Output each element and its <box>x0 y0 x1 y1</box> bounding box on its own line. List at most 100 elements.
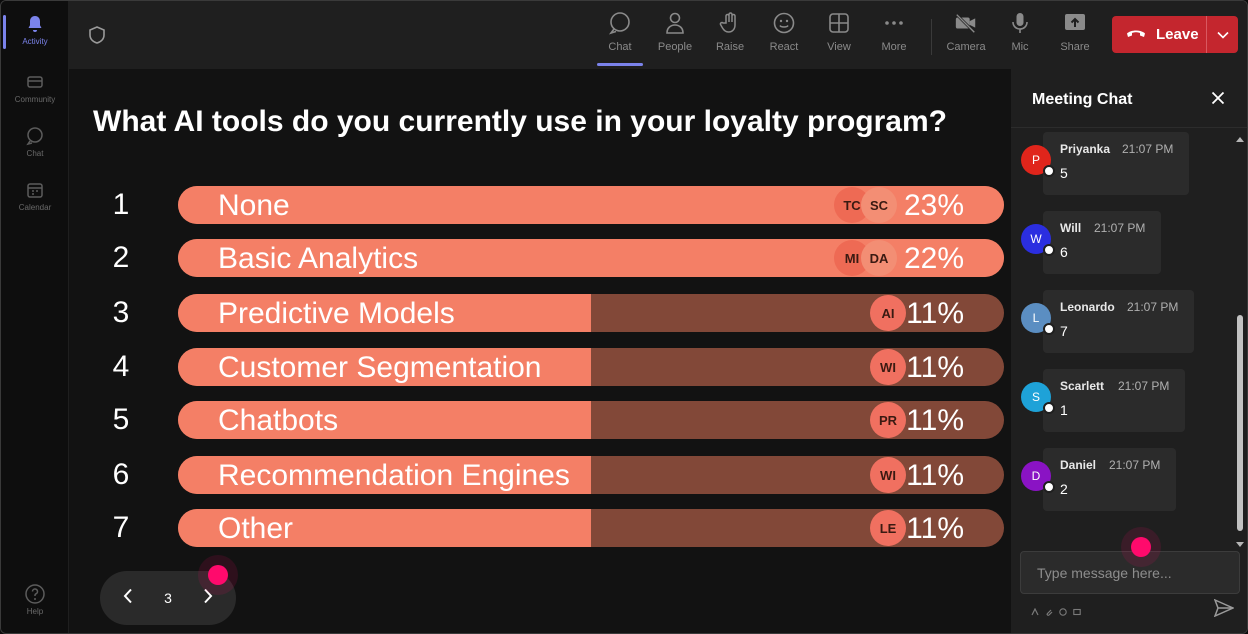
rail-item-help[interactable]: Help <box>1 575 69 625</box>
message-text: 2 <box>1060 481 1068 497</box>
option-number: 3 <box>112 296 130 329</box>
leave-label: Leave <box>1156 26 1199 43</box>
bell-icon <box>24 13 46 35</box>
presence-indicator <box>1043 402 1055 414</box>
option-number: 4 <box>112 350 130 383</box>
message-time: 21:07 PM <box>1109 458 1161 472</box>
voter-avatar: WI <box>870 457 906 493</box>
mic-icon <box>1008 11 1032 35</box>
chat-message-input[interactable] <box>1020 551 1240 594</box>
meeting-toolbar: Chat People Raise React View <box>69 1 1247 69</box>
toolbar-view-button[interactable]: View <box>814 11 864 61</box>
message-time: 21:07 PM <box>1094 221 1146 235</box>
emoji-icon[interactable] <box>1059 603 1067 616</box>
rail-label: Activity <box>22 37 48 46</box>
message-bubble: Will 21:07 PM 6 <box>1043 211 1161 274</box>
leave-button[interactable]: Leave <box>1112 16 1238 53</box>
voter-avatar: LE <box>870 510 906 546</box>
toolbar-label: Share <box>1060 41 1090 53</box>
gif-icon[interactable] <box>1073 603 1081 616</box>
poll-option-bar[interactable]: Other LE 11% <box>178 509 1004 547</box>
toolbar-mic-button[interactable]: Mic <box>995 11 1045 61</box>
presence-indicator <box>1043 165 1055 177</box>
toolbar-label: Camera <box>946 41 986 53</box>
poll-option-bar[interactable]: Predictive Models AI 11% <box>178 294 1004 332</box>
message-text: 5 <box>1060 165 1068 181</box>
poll-question: What AI tools do you currently use in yo… <box>93 105 947 138</box>
leave-main-button[interactable]: Leave <box>1112 16 1206 53</box>
scroll-thumb[interactable] <box>1237 315 1243 531</box>
attach-icon[interactable] <box>1045 603 1053 616</box>
meeting-chat-panel: Meeting Chat Priyanka 21:07 PM 5 P Will 21:07… <box>1011 69 1247 633</box>
message-bubble: Daniel 21:07 PM 2 <box>1043 448 1176 511</box>
rail-label: Help <box>26 607 44 616</box>
presence-indicator <box>1043 244 1055 256</box>
toolbar-label: Raise <box>715 41 745 53</box>
scroll-up-arrow-icon[interactable] <box>1236 131 1244 149</box>
compose-tools <box>1031 603 1081 616</box>
pointer-highlight <box>1131 537 1151 557</box>
sender-name: Priyanka <box>1060 142 1111 156</box>
voter-avatar: AI <box>870 295 906 331</box>
poll-option-percent: 11% <box>906 297 964 330</box>
poll-option-fill <box>178 509 591 547</box>
next-page-button[interactable] <box>188 571 228 625</box>
camera-off-icon <box>954 11 978 35</box>
raise-hand-icon <box>718 11 742 35</box>
leave-options-button[interactable] <box>1207 16 1238 53</box>
close-chat-button[interactable] <box>1207 89 1229 111</box>
toolbar-people-button[interactable]: People <box>650 11 700 61</box>
rail-item-activity[interactable]: Activity <box>1 5 69 55</box>
toolbar-share-button[interactable]: Share <box>1050 11 1100 61</box>
poll-option-percent: 22% <box>903 242 964 275</box>
sender-name: Scarlett <box>1060 379 1105 393</box>
toolbar-react-button[interactable]: React <box>759 11 809 61</box>
toolbar-label: View <box>827 41 851 53</box>
message-text: 7 <box>1060 323 1068 339</box>
rail-item-calendar[interactable]: Calendar <box>1 171 69 221</box>
leave-divider <box>1206 16 1207 53</box>
app-rail: Activity Community Chat Calendar Help <box>1 1 69 633</box>
shield-icon[interactable] <box>87 25 107 45</box>
message-bubble: Priyanka 21:07 PM 5 <box>1043 132 1189 195</box>
message-bubble: Leonardo 21:07 PM 7 <box>1043 290 1194 353</box>
chevron-right-icon <box>203 588 213 609</box>
toolbar-label: More <box>881 41 907 53</box>
calendar-icon <box>24 179 46 201</box>
chat-header-divider <box>1011 127 1247 128</box>
poll-option-fill <box>178 294 591 332</box>
option-number: 6 <box>112 458 130 491</box>
option-number: 2 <box>112 241 130 274</box>
option-number: 1 <box>112 188 130 221</box>
poll-option-label: Customer Segmentation <box>218 351 542 384</box>
people-icon <box>663 11 687 35</box>
voter-avatar: WI <box>870 349 906 385</box>
previous-page-button[interactable] <box>108 571 148 625</box>
scroll-down-arrow-icon[interactable] <box>1236 535 1244 553</box>
poll-option-label: None <box>218 189 290 222</box>
chat-icon <box>24 125 46 147</box>
toolbar-chat-button[interactable]: Chat <box>595 11 645 66</box>
poll-option-bar[interactable]: Recommendation Engines WI 11% <box>178 456 1004 494</box>
hang-up-icon <box>1126 26 1146 44</box>
toolbar-camera-button[interactable]: Camera <box>941 11 991 61</box>
message-time: 21:07 PM <box>1127 300 1179 314</box>
option-number: 5 <box>112 403 130 436</box>
send-button[interactable] <box>1212 598 1236 621</box>
toolbar-more-button[interactable]: More <box>869 11 919 61</box>
poll-option-bar[interactable]: Chatbots PR 11% <box>178 401 1004 439</box>
message-text: 6 <box>1060 244 1068 260</box>
rail-item-community[interactable]: Community <box>1 63 69 113</box>
chat-scrollbar[interactable] <box>1235 131 1245 547</box>
poll-option-bar[interactable]: Customer Segmentation WI 11% <box>178 348 1004 386</box>
presence-indicator <box>1043 481 1055 493</box>
poll-option-bar[interactable]: None TC SC 23% <box>178 186 1004 224</box>
avatar[interactable]: W <box>1021 224 1051 254</box>
toolbar-raise-button[interactable]: Raise <box>705 11 755 61</box>
avatar[interactable]: S <box>1021 382 1051 412</box>
rail-item-chat[interactable]: Chat <box>1 117 69 167</box>
format-icon[interactable] <box>1031 603 1039 616</box>
poll-option-percent: 11% <box>906 512 964 545</box>
poll-option-bar[interactable]: Basic Analytics MI DA 22% <box>178 239 1004 277</box>
